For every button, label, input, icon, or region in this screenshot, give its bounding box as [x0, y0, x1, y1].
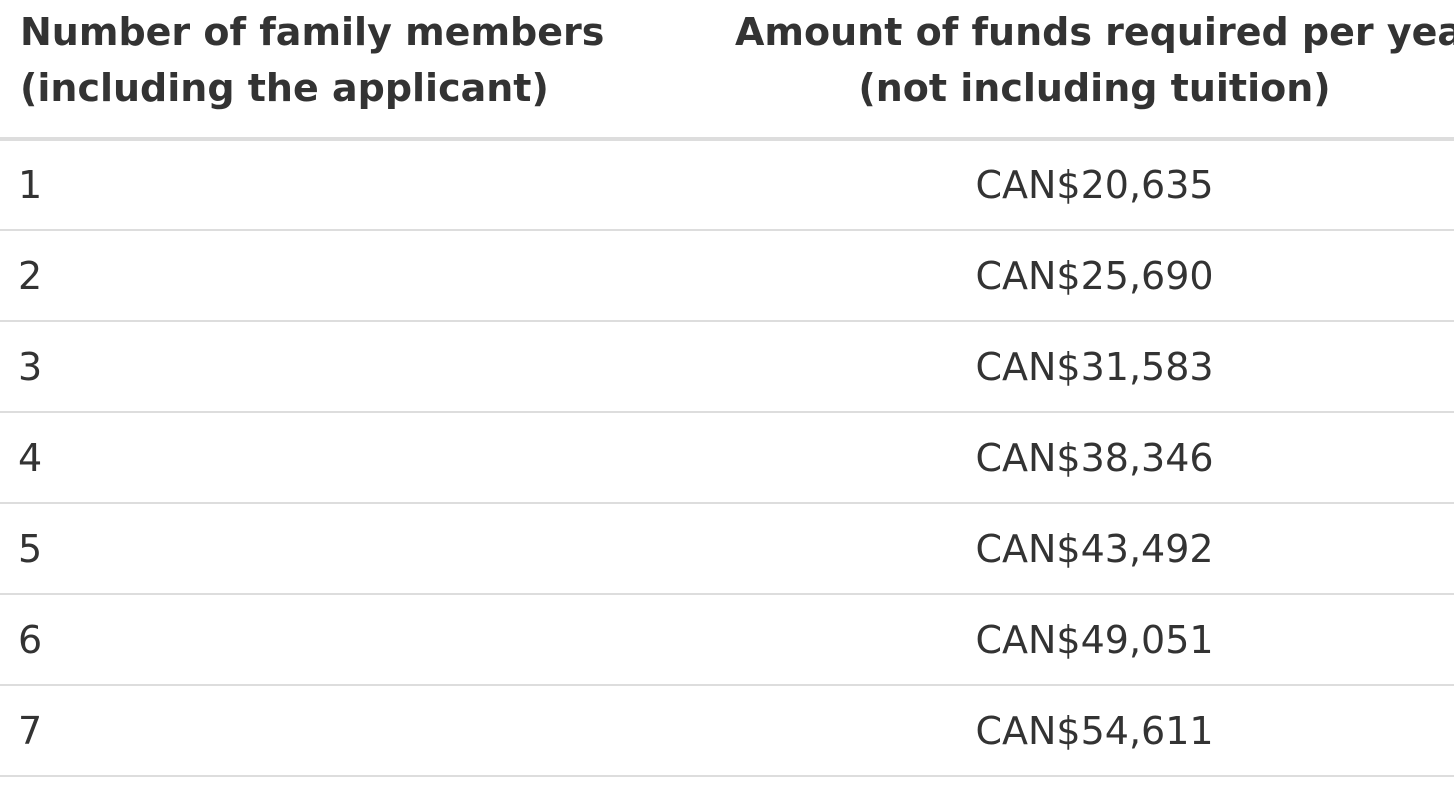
funds-amount-header-line-1: Amount of funds required per year	[735, 10, 1454, 54]
table-row: 3 CAN$31,583	[0, 321, 1454, 413]
funds-amount-cell: CAN$54,611	[727, 685, 1454, 777]
table-header: Number of family members (including the …	[0, 0, 1454, 141]
funds-amount-column-header: Amount of funds required per year (not i…	[727, 0, 1454, 141]
funds-amount-cell: CAN$20,635	[727, 139, 1454, 231]
funds-amount-cell: CAN$43,492	[727, 503, 1454, 595]
funds-amount-cell: CAN$31,583	[727, 321, 1454, 413]
family-members-cell: 6	[0, 594, 727, 686]
family-members-cell: 2	[0, 230, 727, 322]
funds-amount-cell: CAN$38,346	[727, 412, 1454, 504]
table-row: 1 CAN$20,635	[0, 139, 1454, 231]
table-row: 5 CAN$43,492	[0, 503, 1454, 595]
funds-amount-header-line-2: (not including tuition)	[858, 66, 1331, 110]
funds-amount-cell: CAN$25,690	[727, 230, 1454, 322]
table-row: 6 CAN$49,051	[0, 594, 1454, 686]
table-row: 2 CAN$25,690	[0, 230, 1454, 322]
family-members-header-line-1: Number of family members	[20, 10, 605, 54]
family-members-cell: 5	[0, 503, 727, 595]
family-members-cell: 7	[0, 685, 727, 777]
family-members-header-line-2: (including the applicant)	[20, 66, 549, 110]
family-members-cell: 1	[0, 139, 727, 231]
funds-amount-cell: CAN$49,051	[727, 594, 1454, 686]
family-members-cell: 4	[0, 412, 727, 504]
header-row: Number of family members (including the …	[0, 0, 1454, 141]
family-members-cell: 3	[0, 321, 727, 413]
table-body: 1 CAN$20,635 2 CAN$25,690 3 CAN$31,583 4…	[0, 139, 1454, 777]
family-members-column-header: Number of family members (including the …	[0, 0, 727, 141]
table-row: 4 CAN$38,346	[0, 412, 1454, 504]
table-row: 7 CAN$54,611	[0, 685, 1454, 777]
